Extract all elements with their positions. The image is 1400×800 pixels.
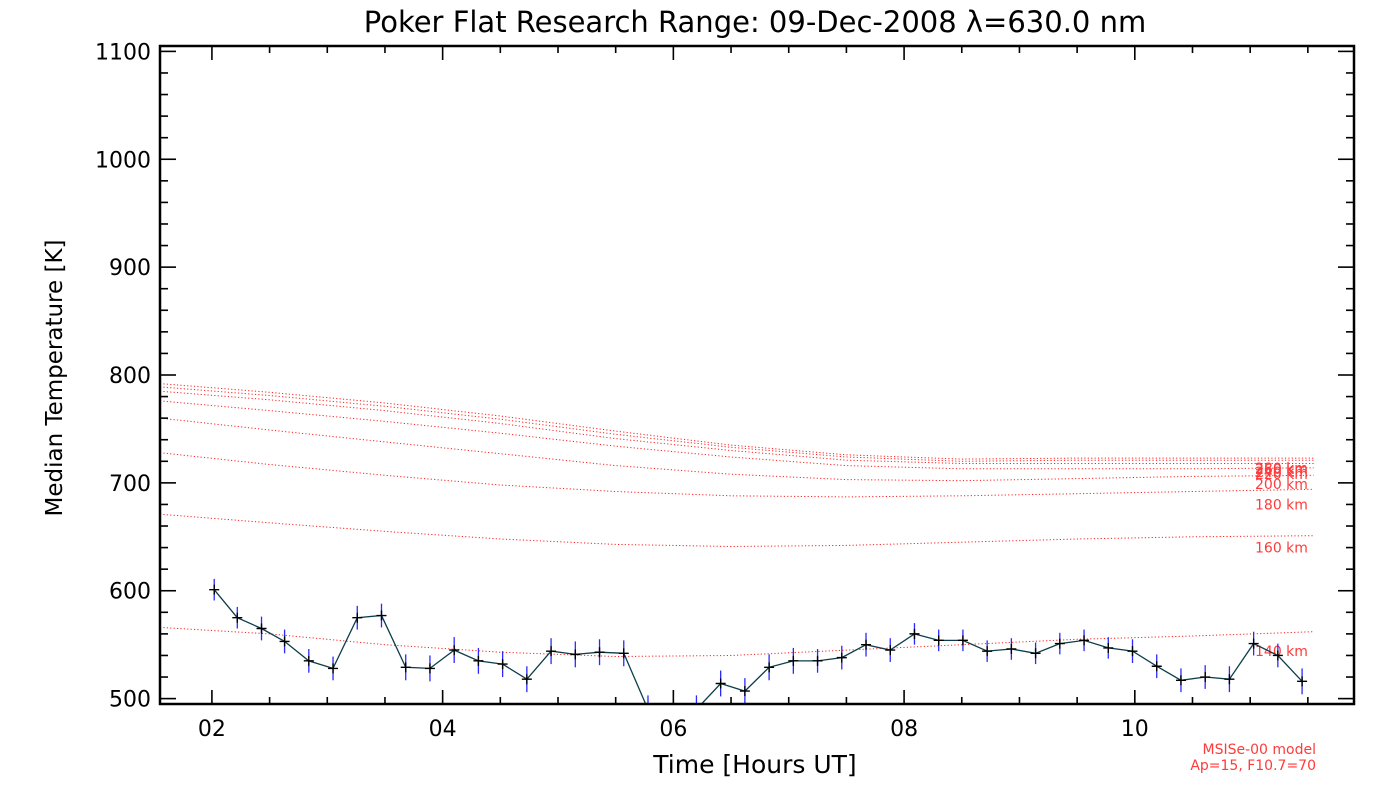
- model-curve-label-5: 180 km: [1255, 497, 1308, 513]
- model-curve-3: [159, 417, 1314, 482]
- y-tick-label: 700: [109, 472, 151, 497]
- data-point: [643, 704, 653, 714]
- data-point: [449, 645, 460, 656]
- y-tick-label: 800: [109, 364, 151, 389]
- data-point: [812, 655, 823, 666]
- model-curve-6: [159, 386, 1314, 462]
- model-curve-label-4: 200 km: [1255, 477, 1308, 493]
- data-point: [1272, 650, 1283, 661]
- data-point: [739, 686, 750, 697]
- model-curve-label-0: 280 km: [1255, 461, 1308, 477]
- data-point: [1079, 635, 1090, 646]
- data-point: [933, 635, 944, 646]
- plot-axes: [158, 44, 1356, 706]
- data-point: [1175, 675, 1186, 686]
- plot-frame: [158, 44, 1356, 706]
- model-annotation-line-1: MSISe-00 model: [1202, 742, 1316, 758]
- chart-title: Poker Flat Research Range: 09-Dec-2008 λ…: [364, 5, 1146, 39]
- data-point: [1224, 674, 1235, 685]
- model-curve-5: [159, 390, 1314, 464]
- model-curve-label-7: 140 km: [1255, 644, 1308, 660]
- data-point: [715, 678, 726, 689]
- data-point: [982, 646, 993, 657]
- data-point: [376, 610, 387, 621]
- y-tick-label: 900: [109, 256, 151, 281]
- data-point: [861, 639, 872, 650]
- data-point: [788, 655, 799, 666]
- model-curve-label-1: 260 km: [1255, 462, 1308, 478]
- data-point: [497, 659, 508, 670]
- data-point: [618, 648, 629, 659]
- data-point: [400, 662, 411, 673]
- model-curve-4: [159, 400, 1314, 470]
- data-point: [279, 636, 290, 647]
- data-point: [546, 646, 557, 657]
- data-point: [885, 645, 896, 656]
- data-point: [1248, 638, 1259, 649]
- data-point: [1127, 646, 1138, 657]
- data-point: [424, 663, 435, 674]
- data-point: [957, 635, 968, 646]
- model-curve-7: [159, 383, 1314, 460]
- data-point: [232, 612, 243, 623]
- y-axis-label: Median Temperature [K]: [42, 240, 68, 517]
- x-tick-label: 04: [429, 717, 457, 742]
- x-tick-label: 08: [890, 717, 918, 742]
- y-tick-label: 1100: [95, 40, 151, 65]
- model-annotation-line-2: Ap=15, F10.7=70: [1190, 758, 1316, 774]
- data-point: [303, 655, 314, 666]
- data-point: [352, 612, 363, 623]
- data-point: [764, 662, 775, 673]
- model-curve-2: [159, 452, 1314, 498]
- x-tick-label: 02: [198, 717, 226, 742]
- data-point: [1297, 676, 1308, 687]
- x-tick-label: 06: [659, 717, 687, 742]
- x-tick-label: 10: [1121, 717, 1149, 742]
- measured-line: [213, 589, 1303, 704]
- model-curve-label-6: 160 km: [1255, 541, 1308, 557]
- data-point: [594, 647, 605, 658]
- model-curve-label-2: 240 km: [1255, 465, 1308, 481]
- y-tick-label: 600: [109, 580, 151, 605]
- y-tick-label: 500: [109, 688, 151, 713]
- data-point: [909, 628, 920, 639]
- tick-labels: 02 04 06 08 10 500 600 700 800 900 1000 1100: [95, 40, 1149, 742]
- data-point: [1054, 638, 1065, 649]
- x-axis-label: Time [Hours UT]: [652, 750, 856, 779]
- data-point: [836, 652, 847, 663]
- data-point: [1030, 648, 1041, 659]
- data-point: [521, 674, 532, 685]
- data-point: [209, 584, 220, 595]
- data-point: [256, 623, 267, 634]
- data-point: [1006, 643, 1017, 654]
- model-curve-0: [159, 626, 1314, 658]
- y-tick-label: 1000: [95, 148, 151, 173]
- data-point: [1103, 642, 1114, 653]
- model-curve-label-3: 220 km: [1255, 467, 1308, 483]
- measured-series: [209, 578, 1308, 714]
- data-point: [691, 704, 701, 714]
- data-point: [328, 663, 339, 674]
- data-point: [570, 649, 581, 660]
- model-curve-1: [159, 513, 1314, 548]
- data-point: [1200, 672, 1211, 683]
- data-point: [1151, 661, 1162, 672]
- data-point: [473, 655, 484, 666]
